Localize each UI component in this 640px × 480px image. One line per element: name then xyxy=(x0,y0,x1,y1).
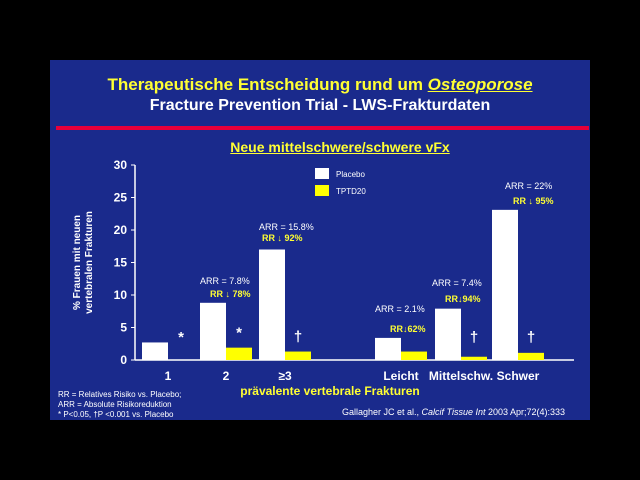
rr-annotation: RR↓62% xyxy=(390,324,426,334)
y-tick-label: 15 xyxy=(114,256,128,270)
significance-marker: * xyxy=(178,329,184,346)
x-tick-label: 1 xyxy=(165,369,172,383)
title-divider xyxy=(56,126,589,130)
y-tick-label: 5 xyxy=(120,321,127,335)
bar-placebo xyxy=(200,302,226,360)
y-tick-label: 20 xyxy=(114,223,128,237)
arr-annotation: ARR = 15.8% xyxy=(259,222,314,232)
citation-authors: Gallagher JC et al., xyxy=(342,407,422,417)
bar-chart: 0 5 10 15 20 25 30 % Frauen mit neuen vertebrale… xyxy=(72,158,574,398)
y-axis-label: vertebralen Frakturen xyxy=(84,211,95,314)
slide: Therapeutische Entscheidung rund um Oste… xyxy=(50,60,590,420)
y-tick-label: 30 xyxy=(114,158,128,172)
x-tick-label: Leicht xyxy=(383,369,418,383)
bar-placebo xyxy=(492,209,518,360)
legend-swatch-tptd20 xyxy=(315,185,329,196)
legend-swatch-placebo xyxy=(315,168,329,179)
x-tick-label: 2 xyxy=(223,369,230,383)
bar-tptd20 xyxy=(401,351,427,360)
x-tick-label: ≥3 xyxy=(278,369,292,383)
rr-annotation: RR ↓ 95% xyxy=(513,196,554,206)
rr-annotation: RR ↓ 78% xyxy=(210,289,251,299)
x-axis-label: prävalente vertebrale Frakturen xyxy=(240,384,419,398)
bar-tptd20 xyxy=(461,356,487,360)
footnote-significance: * P<0.05, †P <0.001 vs. Placebo xyxy=(58,410,174,419)
bar-tptd20 xyxy=(518,352,544,360)
y-tick-label: 0 xyxy=(120,353,127,367)
legend-label-tptd20: TPTD20 xyxy=(336,187,366,196)
y-tick-label: 10 xyxy=(114,288,128,302)
slide-title: Therapeutische Entscheidung rund um Oste… xyxy=(50,75,590,95)
bar-placebo xyxy=(435,308,461,360)
title-emphasis: Osteoporose xyxy=(427,75,533,94)
rr-annotation: RR↓94% xyxy=(445,294,481,304)
significance-marker: * xyxy=(236,325,242,342)
chart-title: Neue mittelschwere/schwere vFx xyxy=(230,139,450,155)
bar-tptd20 xyxy=(226,347,252,360)
bar-tptd20 xyxy=(285,351,311,360)
slide-subtitle: Fracture Prevention Trial - LWS-Frakturd… xyxy=(149,97,491,114)
arr-annotation: ARR = 7.8% xyxy=(200,276,250,286)
legend-label-placebo: Placebo xyxy=(336,170,365,179)
x-tick-label: Schwer xyxy=(497,369,540,383)
significance-marker: † xyxy=(294,329,302,346)
arr-annotation: ARR = 7.4% xyxy=(432,278,482,288)
title-prefix: Therapeutische Entscheidung rund um xyxy=(107,75,428,94)
arr-annotation: ARR = 22% xyxy=(505,181,552,191)
bar-placebo xyxy=(375,337,401,360)
bar-placebo xyxy=(142,342,168,360)
footnotes: RR = Relatives Risiko vs. Placebo; ARR =… xyxy=(58,390,181,420)
arr-annotation: ARR = 2.1% xyxy=(375,304,425,314)
y-axis-label: % Frauen mit neuen xyxy=(72,215,83,310)
significance-marker: † xyxy=(527,329,535,346)
x-tick-label: Mittelschw. xyxy=(429,369,493,383)
citation: Gallagher JC et al., Calcif Tissue Int 2… xyxy=(342,407,565,417)
y-tick-label: 25 xyxy=(114,191,128,205)
citation-details: 2003 Apr;72(4):333 xyxy=(485,407,566,417)
significance-marker: † xyxy=(470,329,478,346)
footnote-rr: RR = Relatives Risiko vs. Placebo; xyxy=(58,390,182,399)
rr-annotation: RR ↓ 92% xyxy=(262,233,303,243)
citation-journal: Calcif Tissue Int xyxy=(421,407,486,417)
bar-placebo xyxy=(259,249,285,360)
footnote-arr: ARR = Absolute Risikoreduktion xyxy=(58,400,172,409)
